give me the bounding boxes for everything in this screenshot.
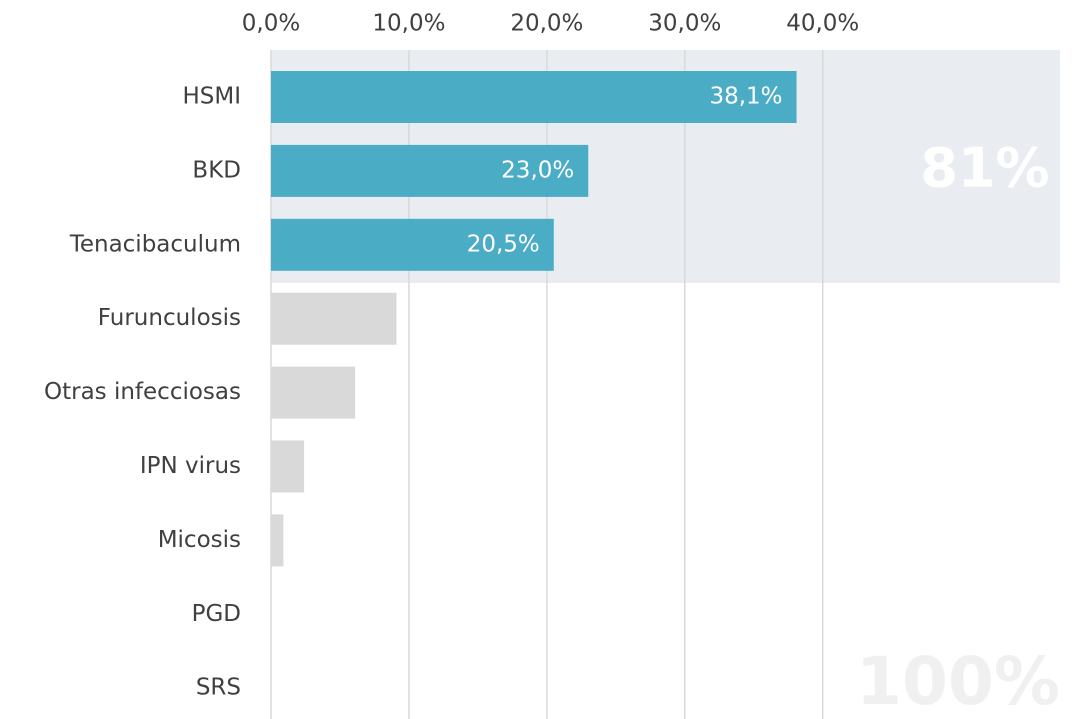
y-tick-label: SRS [196, 675, 241, 701]
y-tick-label: HSMI [182, 84, 241, 110]
y-tick-label: Tenacibaculum [69, 231, 241, 257]
bar [271, 440, 305, 493]
bar [271, 218, 554, 271]
bar [271, 292, 397, 345]
y-tick-label: BKD [192, 157, 241, 183]
y-tick-label: Micosis [158, 527, 241, 553]
annotation: 100% [856, 643, 1060, 719]
bar [271, 144, 589, 197]
bar [271, 514, 284, 567]
x-tick-label: 20,0% [510, 11, 583, 37]
y-tick-label: Otras infecciosas [44, 379, 241, 405]
data-label: 20,5% [467, 231, 540, 257]
x-tick-label: 10,0% [372, 11, 445, 37]
bar [271, 366, 356, 419]
x-tick-label: 40,0% [786, 11, 859, 37]
y-tick-label: Furunculosis [98, 305, 241, 331]
x-tick-label: 0,0% [242, 11, 300, 37]
annotation: 81% [920, 137, 1049, 200]
y-tick-label: PGD [192, 601, 241, 627]
data-label: 23,0% [501, 157, 574, 183]
bar [271, 71, 797, 123]
y-tick-label: IPN virus [140, 453, 241, 479]
data-label: 38,1% [709, 84, 782, 110]
x-tick-label: 30,0% [648, 11, 721, 37]
